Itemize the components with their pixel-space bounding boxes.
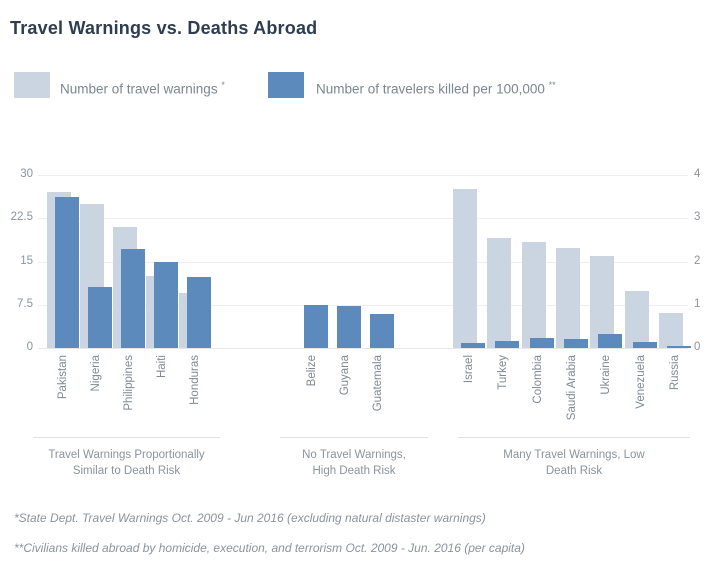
country-label-philippines: Philippines	[123, 355, 135, 411]
footnote-deaths-source: **Civilians killed abroad by homicide, e…	[14, 541, 525, 555]
country-label-guyana: Guyana	[339, 355, 351, 396]
bar-warnings-colombia	[521, 241, 546, 348]
right-axis-tick-2: 2	[694, 254, 701, 267]
footnote-marker-single-asterisk: *	[221, 80, 225, 90]
left-axis-tick-15: 15	[20, 254, 33, 267]
bar-deaths-guatemala	[370, 314, 394, 348]
bar-warnings-turkey	[487, 238, 512, 348]
gridline-15	[38, 261, 688, 263]
group-caption-many-warnings: Many Travel Warnings, Low Death Risk	[458, 437, 690, 479]
bar-deaths-nigeria	[88, 287, 112, 348]
caption-line: Travel Warnings Proportionally	[48, 449, 205, 461]
right-axis-tick-1: 1	[694, 297, 701, 310]
bar-deaths-belize	[304, 304, 328, 348]
bar-deaths-venezuela	[632, 342, 657, 348]
country-label-nigeria: Nigeria	[90, 355, 102, 392]
country-label-venezuela: Venezuela	[634, 355, 647, 409]
left-axis-tick-30: 30	[20, 168, 33, 180]
left-axis-tick-22.5: 22.5	[10, 211, 33, 224]
bar-deaths-russia	[666, 346, 691, 348]
country-label-belize: Belize	[306, 355, 318, 387]
bar-deaths-honduras	[187, 276, 211, 348]
right-axis-tick-4: 4	[694, 168, 701, 180]
bar-warnings-israel	[453, 189, 477, 348]
country-label-guatemala: Guatemala	[372, 355, 384, 412]
gridline-0	[38, 348, 688, 349]
legend-swatch-travel-warnings	[14, 72, 50, 98]
caption-line: Death Risk	[545, 465, 603, 477]
footnote-travel-warnings-source: *State Dept. Travel Warnings Oct. 2009 -…	[14, 511, 486, 525]
bar-deaths-colombia	[529, 338, 554, 348]
bar-deaths-philippines	[121, 248, 145, 348]
bar-warnings-ukraine	[590, 255, 615, 348]
bar-deaths-saudi-arabia	[563, 339, 588, 348]
caption-line: Many Travel Warnings, Low	[503, 449, 645, 461]
bar-warnings-saudi-arabia	[555, 248, 580, 348]
page-title: Travel Warnings vs. Deaths Abroad	[10, 18, 318, 38]
bar-deaths-haiti	[154, 261, 178, 348]
country-label-ukraine: Ukraine	[600, 355, 613, 395]
bar-deaths-ukraine	[598, 334, 623, 348]
bar-deaths-turkey	[495, 340, 520, 348]
group-caption-no-warnings: No Travel Warnings, High Death Risk	[280, 437, 428, 479]
country-label-haiti: Haiti	[156, 355, 168, 379]
bar-deaths-pakistan	[55, 196, 79, 348]
legend-label-travel-warnings: Number of travel warnings *	[60, 80, 225, 97]
left-axis-tick-0: 0	[26, 341, 33, 353]
group-caption-proportional: Travel Warnings Proportionally Similar t…	[33, 437, 220, 479]
bar-warnings-russia	[658, 313, 683, 348]
bar-deaths-israel	[461, 343, 485, 348]
country-label-turkey: Turkey	[497, 355, 510, 390]
bar-warnings-venezuela	[624, 291, 649, 348]
gridline-22.5	[38, 218, 688, 220]
caption-line: Similar to Death Risk	[72, 465, 181, 477]
right-axis-tick-0: 0	[694, 341, 701, 353]
right-axis-tick-3: 3	[694, 211, 701, 224]
caption-line: No Travel Warnings,	[302, 449, 406, 461]
country-label-russia: Russia	[668, 355, 681, 391]
caption-line: High Death Risk	[312, 465, 396, 477]
country-label-colombia: Colombia	[531, 355, 544, 404]
country-label-pakistan: Pakistan	[57, 355, 69, 400]
gridline-30	[38, 175, 688, 176]
legend-swatch-travelers-killed	[268, 72, 304, 98]
gridline-7.5	[38, 304, 688, 306]
country-label-honduras: Honduras	[189, 355, 201, 405]
country-label-israel: Israel	[463, 355, 475, 384]
footnote-marker-double-asterisk: **	[548, 80, 556, 90]
left-axis-tick-7.5: 7.5	[17, 297, 33, 310]
country-label-saudi-arabia: Saudi Arabia	[565, 355, 578, 421]
legend-label-travelers-killed: Number of travelers killed per 100,000 *…	[316, 80, 556, 97]
bar-deaths-guyana	[337, 306, 361, 348]
